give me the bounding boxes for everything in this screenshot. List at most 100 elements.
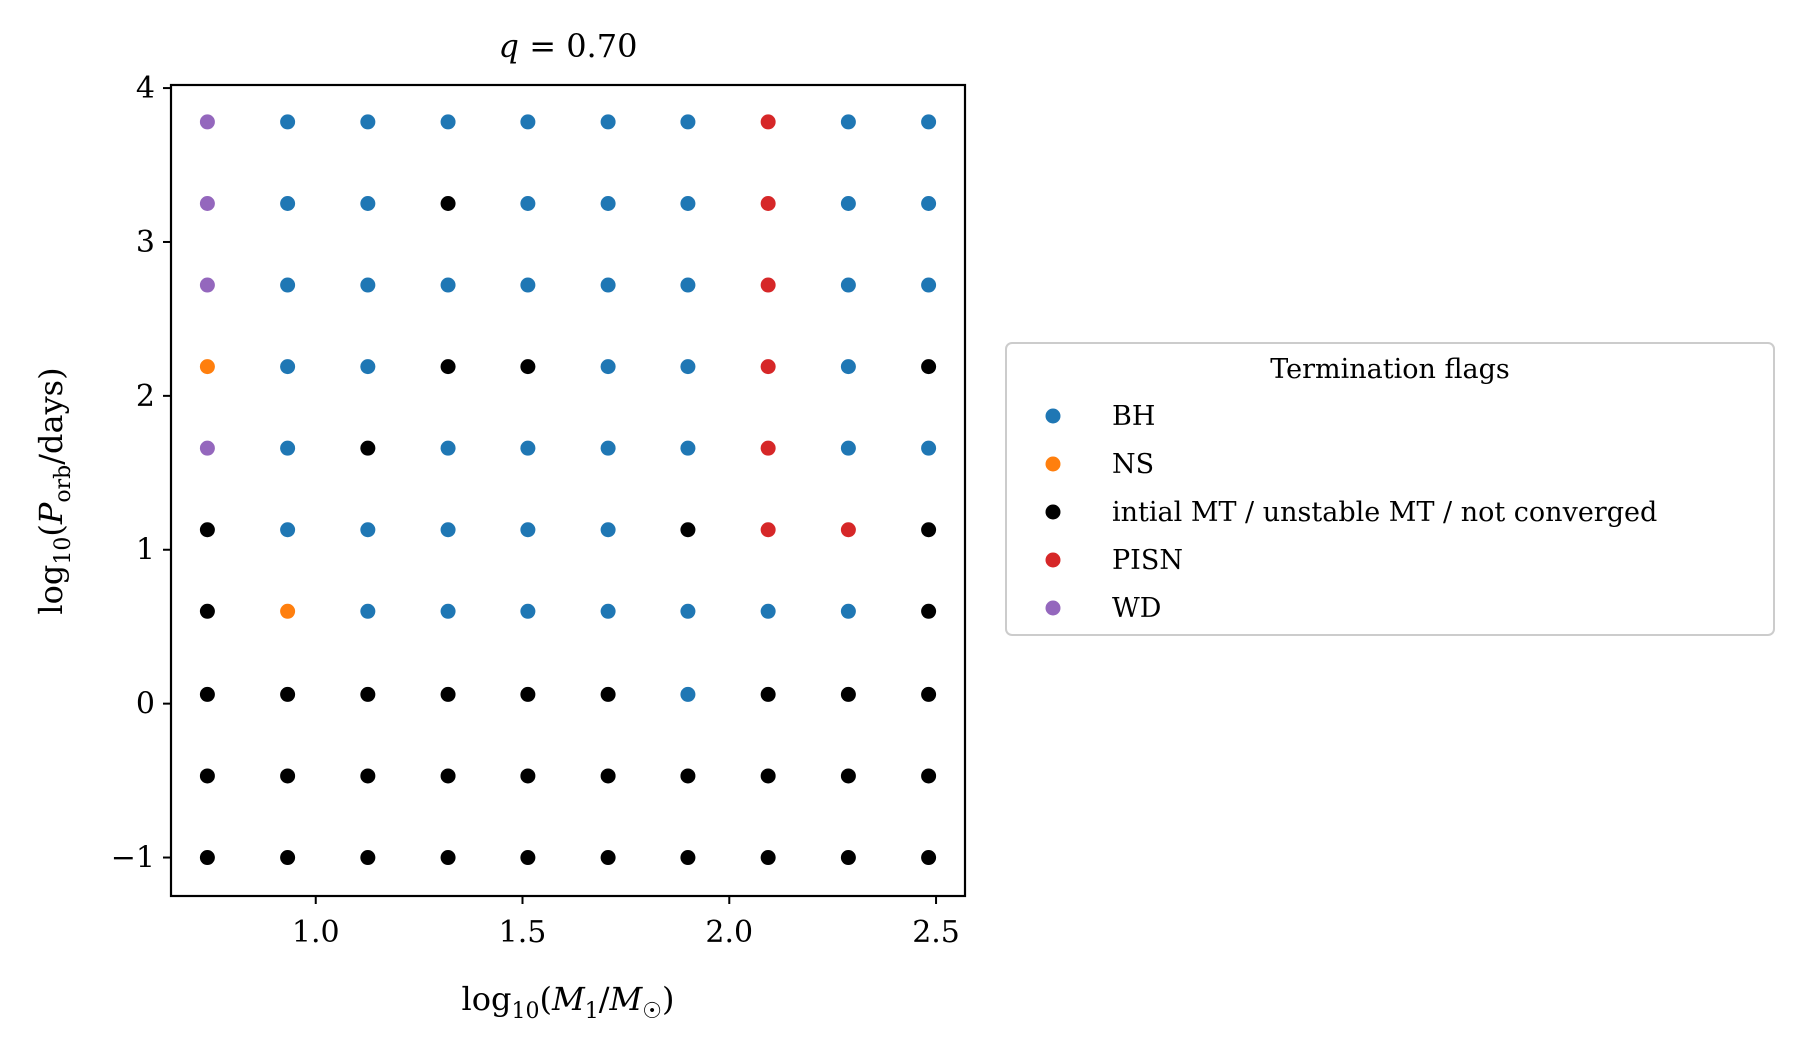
data-point-mt [520,768,536,784]
y-tick-label: 4 [136,71,155,106]
data-point-mt [199,768,215,784]
data-point-bh [921,114,937,130]
data-point-bh [360,603,376,619]
y-tick-label: 3 [136,225,155,260]
data-point-mt [199,522,215,538]
data-point-bh [680,440,696,456]
data-point-bh [520,195,536,211]
data-point-pisn [760,522,776,538]
legend-marker-bh [1045,408,1061,424]
data-point-bh [280,114,296,130]
x-axis-label: log10(M1/M☉) [462,980,675,1024]
data-point-mt [280,850,296,866]
data-point-bh [440,277,456,293]
data-point-mt [440,768,456,784]
data-point-bh [440,440,456,456]
legend-label-pisn: PISN [1112,545,1183,576]
data-point-bh [360,114,376,130]
data-point-bh [840,114,856,130]
data-point-bh [600,277,616,293]
data-point-mt [921,603,937,619]
data-point-mt [760,850,776,866]
y-tick-label: 2 [136,379,155,414]
data-point-bh [280,359,296,375]
data-point-mt [360,768,376,784]
data-point-mt [680,768,696,784]
data-point-mt [199,603,215,619]
data-point-bh [520,603,536,619]
data-point-bh [280,277,296,293]
data-point-mt [921,686,937,702]
data-point-wd [199,195,215,211]
y-tick-label: 1 [136,533,155,568]
y-axis: −1 0 1 2 3 4 [111,71,171,876]
legend-label-ns: NS [1112,449,1154,480]
data-point-bh [840,603,856,619]
data-points [199,114,937,866]
x-tick-label: 2.0 [705,915,753,950]
data-point-mt [760,686,776,702]
data-point-pisn [760,440,776,456]
data-point-bh [280,522,296,538]
legend-marker-ns [1045,456,1061,472]
data-point-mt [760,768,776,784]
data-point-bh [680,686,696,702]
data-point-bh [840,359,856,375]
data-point-mt [840,768,856,784]
data-point-mt [840,850,856,866]
data-point-bh [520,440,536,456]
data-point-ns [280,603,296,619]
data-point-bh [921,440,937,456]
data-point-bh [360,359,376,375]
data-point-bh [520,114,536,130]
x-tick-label: 1.0 [292,915,340,950]
data-point-bh [680,277,696,293]
data-point-bh [921,195,937,211]
data-point-bh [921,277,937,293]
data-point-bh [360,195,376,211]
plot-frame [169,83,967,898]
data-point-bh [680,114,696,130]
data-point-mt [921,850,937,866]
data-point-mt [600,768,616,784]
data-point-mt [440,359,456,375]
data-point-pisn [760,277,776,293]
data-point-mt [921,359,937,375]
data-point-bh [360,277,376,293]
data-point-wd [199,440,215,456]
legend-box [1005,342,1775,636]
legend-label-wd: WD [1112,593,1161,624]
data-point-bh [440,603,456,619]
data-point-mt [921,768,937,784]
data-point-mt [600,686,616,702]
data-point-bh [680,359,696,375]
legend-label-mt: intial MT / unstable MT / not converged [1112,497,1657,528]
data-point-bh [600,195,616,211]
data-point-mt [199,686,215,702]
data-point-mt [360,686,376,702]
data-point-mt [600,850,616,866]
data-point-bh [440,522,456,538]
data-point-bh [440,114,456,130]
x-tick-label: 1.5 [499,915,547,950]
data-point-bh [280,195,296,211]
data-point-mt [520,359,536,375]
legend: Termination flags BH NS intial MT / unstab… [1005,342,1775,636]
data-point-mt [280,768,296,784]
data-point-bh [680,603,696,619]
y-tick-label: −1 [111,841,155,876]
data-point-bh [840,195,856,211]
data-point-ns [199,359,215,375]
data-point-pisn [840,522,856,538]
data-point-mt [360,850,376,866]
data-point-mt [921,522,937,538]
legend-marker-mt [1045,504,1061,520]
data-point-bh [680,195,696,211]
y-axis-label: log10(Porb/days) [32,367,76,614]
data-point-mt [440,686,456,702]
data-point-bh [600,440,616,456]
data-point-bh [840,440,856,456]
legend-label-bh: BH [1112,401,1155,432]
data-point-mt [199,850,215,866]
